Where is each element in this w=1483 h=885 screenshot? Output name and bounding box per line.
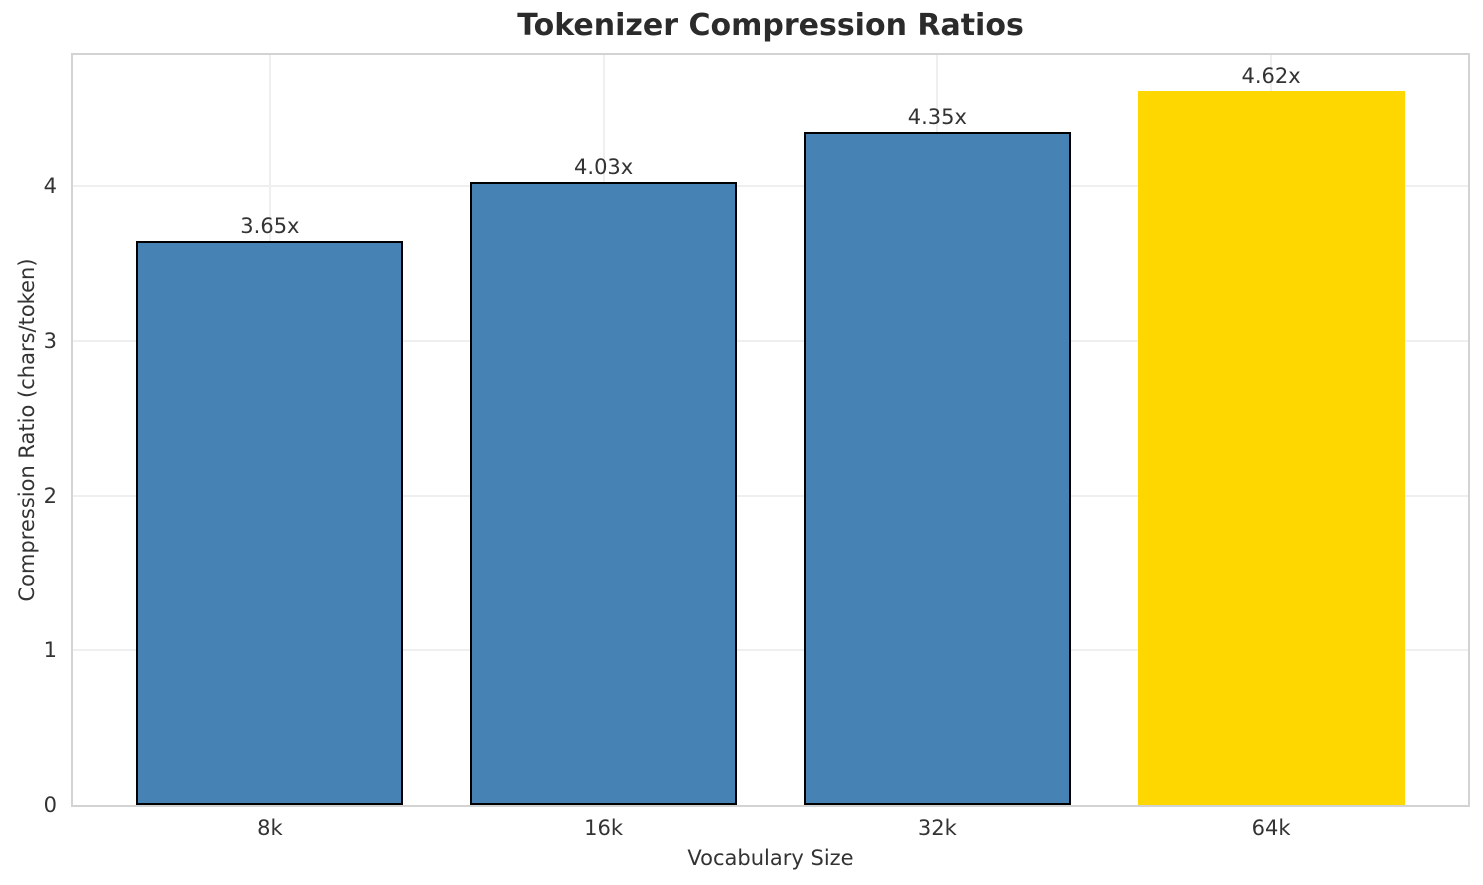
bar-32k [803, 132, 1071, 805]
x-tick-label: 16k [584, 816, 624, 840]
y-tick-label: 4 [43, 174, 57, 199]
bar-8k [136, 240, 404, 805]
gridline-horizontal [73, 340, 1468, 343]
plot-area [71, 53, 1470, 807]
x-tick-label: 64k [1251, 816, 1291, 840]
bar-value-label: 4.62x [1241, 63, 1301, 88]
y-tick-label: 0 [43, 793, 57, 817]
x-axis-label: Vocabulary Size [687, 846, 854, 870]
gridline-horizontal [73, 649, 1468, 652]
gridline-horizontal [73, 185, 1468, 188]
chart-title: Tokenizer Compression Ratios [517, 8, 1024, 43]
bar-value-label: 4.03x [574, 154, 634, 179]
y-tick-label: 1 [43, 638, 57, 663]
bar-value-label: 3.65x [240, 213, 300, 238]
bar-value-label: 4.35x [907, 105, 967, 130]
gridline-horizontal [73, 494, 1468, 497]
bar-16k [470, 181, 738, 805]
y-axis-label: Compression Ratio (chars/token) [15, 258, 39, 602]
y-tick-label: 3 [43, 329, 57, 354]
x-tick-label: 32k [917, 816, 957, 840]
bar-64k [1137, 90, 1405, 805]
y-tick-label: 2 [43, 483, 57, 508]
x-tick-label: 8k [257, 816, 283, 840]
